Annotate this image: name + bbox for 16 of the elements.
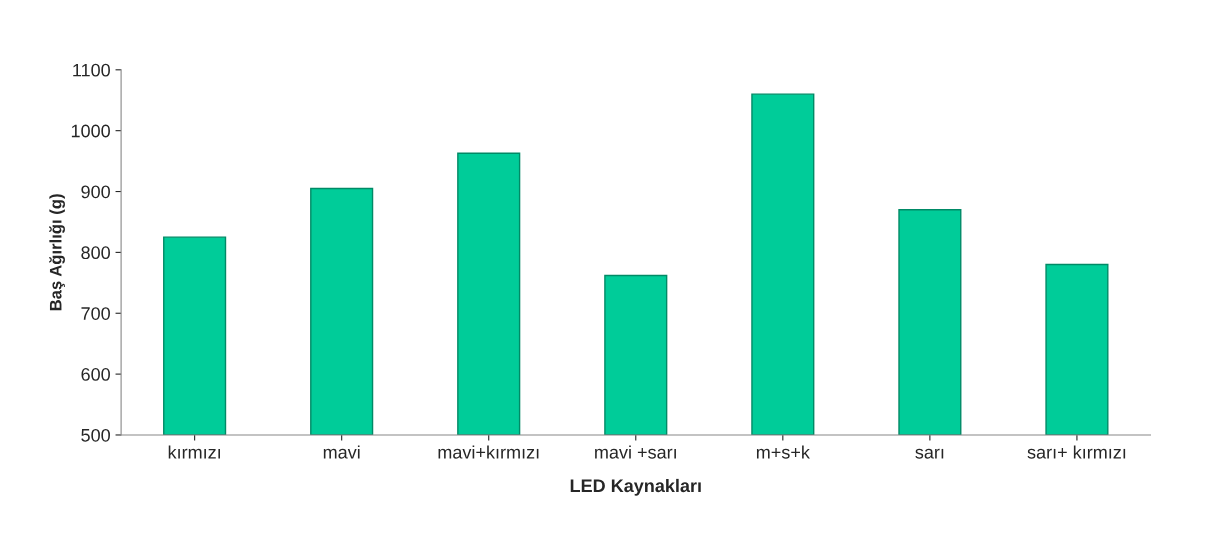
x-tick-label: mavi +sarı [595,445,676,459]
y-tick-label: 900 [81,185,110,199]
x-tick-label: mavi+kırmızı [438,445,539,459]
y-tick-label: 1000 [71,124,110,138]
x-tick-label: m+s+k [756,445,810,459]
y-tick-label: 600 [81,368,110,381]
y-tick-label: 500 [81,428,110,442]
y-tick-label: 800 [81,246,110,260]
y-tick-label: 1100 [73,63,110,77]
x-tick-label: sarı+ kırmızı [1027,445,1126,459]
y-axis-title: Baş Ağırlığı (g) [49,194,65,311]
x-axis-title: LED Kaynakları [570,478,701,496]
y-tick-label: 700 [81,307,110,320]
x-tick-label: kırmızı [168,445,220,459]
x-tick-label: sarı [915,448,944,459]
x-tick-label: mavi [323,445,360,459]
